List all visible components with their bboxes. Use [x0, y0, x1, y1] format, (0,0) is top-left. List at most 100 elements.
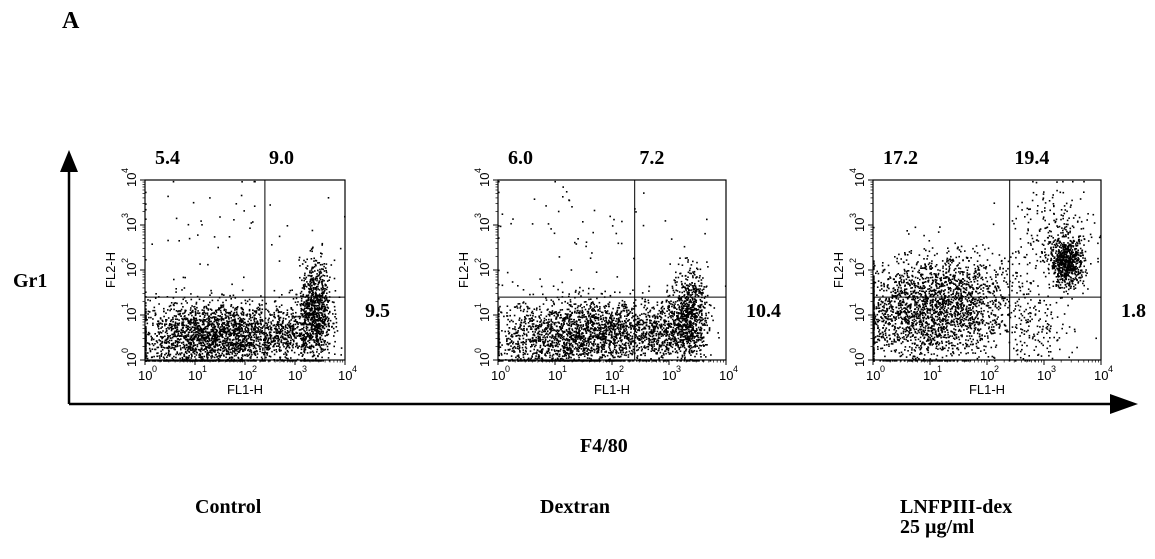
event-dot	[318, 306, 321, 309]
event-dot	[268, 348, 270, 351]
event-dot	[575, 337, 577, 340]
event-dot	[228, 325, 231, 327]
event-dot	[282, 360, 284, 362]
event-dot	[168, 339, 171, 342]
event-dot	[265, 302, 267, 305]
event-dot	[241, 339, 244, 342]
event-dot	[210, 289, 212, 292]
event-dot	[326, 309, 328, 312]
event-dot	[172, 180, 175, 183]
event-dot	[535, 328, 538, 330]
event-dot	[268, 360, 271, 362]
event-dot	[620, 355, 622, 358]
event-dot	[621, 349, 624, 352]
event-dot	[241, 330, 243, 332]
event-dot	[561, 338, 564, 341]
event-dot	[623, 347, 626, 349]
event-dot	[511, 333, 513, 336]
event-dot	[258, 303, 261, 305]
event-dot	[147, 313, 149, 315]
event-dot	[571, 312, 573, 314]
event-dot	[255, 334, 258, 336]
event-dot	[217, 335, 219, 337]
event-dot	[292, 360, 295, 362]
event-dot	[304, 261, 307, 263]
event-dot	[498, 354, 500, 356]
event-dot	[217, 322, 219, 324]
event-dot	[243, 340, 245, 342]
event-dot	[309, 250, 312, 252]
event-dot	[158, 360, 161, 362]
event-dot	[568, 340, 571, 342]
event-dot	[145, 318, 147, 320]
event-dot	[621, 303, 624, 306]
event-dot	[177, 332, 180, 335]
event-dot	[231, 356, 233, 358]
event-dot	[315, 319, 317, 321]
event-dot	[506, 337, 508, 340]
event-dot	[226, 360, 228, 362]
event-dot	[212, 341, 215, 344]
event-dot	[165, 330, 168, 332]
event-dot	[513, 314, 516, 317]
event-dot	[145, 291, 147, 293]
y-axis-title: Gr1	[13, 270, 47, 292]
percent-upper-left: 5.4	[155, 147, 180, 169]
event-dot	[253, 344, 256, 347]
event-dot	[261, 299, 264, 302]
event-dot	[312, 324, 314, 327]
event-dot	[244, 335, 246, 338]
event-dot	[156, 352, 158, 355]
event-dot	[548, 315, 551, 317]
event-dot	[157, 331, 160, 333]
event-dot	[209, 294, 211, 296]
event-dot	[336, 330, 339, 332]
event-dot	[234, 320, 237, 322]
event-dot	[600, 345, 602, 348]
event-dot	[303, 348, 305, 350]
event-dot	[145, 259, 147, 261]
event-dot	[168, 355, 171, 357]
event-dot	[325, 299, 327, 302]
event-dot	[549, 332, 551, 334]
event-dot	[260, 345, 262, 348]
event-dot	[179, 312, 181, 315]
event-dot	[335, 321, 338, 324]
event-dot	[211, 343, 213, 345]
event-dot	[176, 328, 178, 331]
event-dot	[162, 346, 165, 349]
event-dot	[508, 360, 510, 362]
event-dot	[304, 348, 307, 351]
event-dot	[544, 345, 546, 347]
event-dot	[170, 343, 173, 345]
event-dot	[573, 358, 575, 360]
event-dot	[259, 329, 262, 331]
event-dot	[280, 339, 283, 341]
event-dot	[567, 357, 570, 359]
event-dot	[256, 353, 259, 355]
event-dot	[198, 329, 200, 331]
event-dot	[195, 354, 198, 356]
event-dot	[149, 349, 152, 352]
event-dot	[198, 318, 201, 321]
event-dot	[212, 343, 214, 345]
event-dot	[220, 306, 223, 309]
event-dot	[215, 331, 218, 333]
event-dot	[571, 329, 574, 332]
event-dot	[639, 323, 641, 326]
event-dot	[604, 342, 606, 344]
event-dot	[637, 329, 639, 331]
event-dot	[276, 321, 279, 323]
event-dot	[290, 341, 292, 344]
event-dot	[601, 353, 604, 356]
event-dot	[190, 339, 193, 342]
event-dot	[232, 344, 235, 346]
event-dot	[532, 319, 535, 321]
event-dot	[319, 346, 322, 348]
event-dot	[308, 290, 310, 293]
event-dot	[538, 330, 541, 333]
event-dot	[326, 280, 329, 282]
event-dot	[551, 355, 554, 357]
event-dot	[332, 327, 335, 330]
event-dot	[294, 328, 297, 330]
